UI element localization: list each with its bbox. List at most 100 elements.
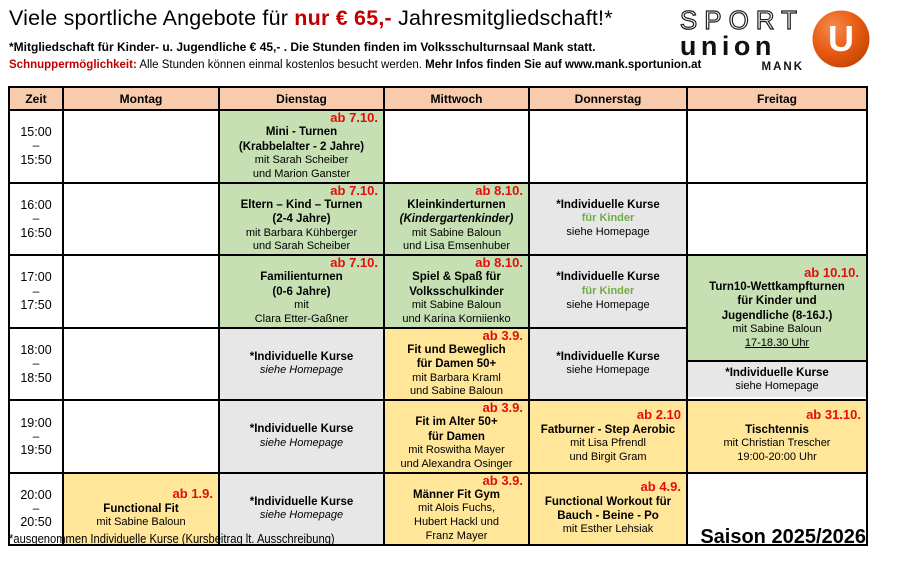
course-trainer: mit Barbara Kühberger [245,226,358,239]
individual-courses-label: *Individuelle Kurse [556,271,660,284]
note-url-text: Mehr Infos finden Sie auf www.mank.sport… [425,59,702,71]
slot-tue-1500-mini-turnen: ab 7.10. Mini - Turnen (Krabbelalter - 2… [218,109,385,184]
slot-wed-1800-fit-und-beweglich: ab 3.9. Fit und Beweglich für Damen 50+ … [383,326,530,402]
slot-tue-1800-individuelle-kurse: *Individuelle Kurse siehe Homepage [218,326,385,402]
slot-tue-1600-eltern-kind-turnen: ab 7.10. Eltern – Kind – Turnen (2-4 Jah… [218,181,385,257]
slot-thu-1700-individuelle-kurse: *Individuelle Kurse für Kinder siehe Hom… [528,254,688,329]
see-homepage-label: siehe Homepage [259,364,344,377]
time-end: 19:50 [20,443,52,458]
time-1700: 17:00 – 17:50 [8,254,64,329]
course-start-date: ab 1.9. [172,486,213,502]
course-trainer: mit Sabine Baloun [732,323,822,336]
slot-fri-individuelle-kurse: *Individuelle Kurse siehe Homepage [689,362,865,398]
time-start: 18:00 [20,342,52,357]
course-title: für Damen 50+ [416,358,497,371]
footnote: *ausgenommen Individuelle Kurse (Kursbei… [9,531,335,546]
slot-thu-1600-individuelle-kurse: *Individuelle Kurse für Kinder siehe Hom… [528,181,688,257]
note-middle: Alle Stunden können einmal kostenlos bes… [136,59,426,71]
slot-fri-1600-empty [686,181,868,257]
logo-mank-text: MANK [761,60,804,73]
course-title: Spiel & Spaß für [412,271,501,284]
time-dash: – [32,138,40,153]
slot-fri-turn10-wettkampfturnen: ab 10.10. Turn10-Wettkampfturnen für Kin… [689,257,865,363]
slot-thu-1900-fatburner-step-aerobic: ab 2.10 Fatburner - Step Aerobic mit Lis… [528,399,688,474]
slot-mon-2000-functional-fit: ab 1.9. Functional Fit mit Sabine Baloun [62,471,220,546]
time-dash: – [32,500,40,515]
course-trainer: und Sabine Baloun [410,385,503,398]
course-title: für Damen [428,430,485,443]
trial-note: Schnuppermöglichkeit: Alle Stunden könne… [9,59,701,71]
course-title: Functional Workout für [544,495,672,508]
slot-fri-2000-empty [686,471,868,546]
course-trainer: mit Christian Trescher [723,437,831,450]
time-start: 16:00 [20,197,52,212]
course-agegroup: (0-6 Jahre) [272,285,331,298]
course-title: Fit im Alter 50+ [415,416,498,429]
time-1500: 15:00 – 15:50 [8,109,64,184]
header-row: Zeit Montag Dienstag Mittwoch Donnerstag… [8,86,868,111]
slot-wed-1700-spiel-und-spass: ab 8.10. Spiel & Spaß für Volksschulkind… [383,254,530,329]
course-start-date: ab 31.10. [806,407,861,423]
time-dash: – [32,283,40,298]
course-title: Mini - Turnen [265,126,338,139]
row-1900: 19:00 – 19:50 *Individuelle Kurse siehe … [8,399,868,474]
friday-merged-wrap: ab 10.10. Turn10-Wettkampfturnen für Kin… [689,257,865,398]
see-homepage-label: siehe Homepage [259,509,344,521]
sportunion-logo: SPORT union MANK U [679,5,872,73]
row-2000: 20:00 – 20:50 ab 1.9. Functional Fit mit… [8,471,868,546]
see-homepage-label: siehe Homepage [566,298,650,311]
course-title: Kleinkinderturnen [407,198,506,211]
course-trainer: mit Sabine Baloun [411,299,502,312]
membership-subtitle: *Mitgliedschaft für Kinder- u. Jugendlic… [9,40,596,54]
time-start: 19:00 [20,415,52,430]
logo-u-letter: U [828,18,854,59]
course-trainer: und Birgit Gram [569,450,647,463]
course-start-date: ab 8.10. [475,182,523,198]
schedule-table: Zeit Montag Dienstag Mittwoch Donnerstag… [8,86,868,546]
course-trainer: Hubert Hackl und [414,516,499,529]
course-trainer: mit Sarah Scheiber [254,154,349,167]
time-dash: – [32,428,40,443]
course-title: Familienturnen [260,271,343,284]
course-start-date: ab 2.10 [636,407,681,423]
course-trainer: und Karina Korniienko [402,312,511,325]
for-kids-label: für Kinder [581,284,635,297]
course-agegroup: (2-4 Jahre) [272,213,331,226]
course-trainer: Franz Mayer [425,529,488,542]
title-price-highlight: nur € 65,- [294,6,392,30]
individual-courses-label: *Individuelle Kurse [249,495,354,508]
note-highlight: Schnuppermöglichkeit: [9,59,137,71]
union-u-icon: U [812,10,870,68]
course-agegroup: für Kinder und [737,295,817,308]
slot-tue-1700-familienturnen: ab 7.10. Familienturnen (0-6 Jahre) mit … [218,254,385,329]
slot-fri-1500-empty [686,109,868,184]
time-1800: 18:00 – 18:50 [8,326,64,402]
course-time-range: 17-18.30 Uhr [744,336,810,349]
course-trainer: und Marion Ganster [252,167,351,180]
course-agegroup: Jugendliche (8-16J.) [721,309,833,322]
see-homepage-label: siehe Homepage [735,379,819,392]
course-trainer: Clara Etter-Gaßner [254,312,349,325]
course-trainer: und Alexandra Osinger [400,457,513,470]
col-header-donnerstag: Donnerstag [528,86,688,111]
slot-fri-1900-tischtennis: ab 31.10. Tischtennis mit Christian Tres… [686,399,868,474]
season-label: Saison 2025/2026 [700,526,866,548]
course-trainer: und Sarah Scheiber [252,240,351,253]
time-dash: – [32,211,40,226]
course-title: Männer Fit Gym [413,489,500,502]
course-time-range: 19:00-20:00 Uhr [737,450,817,463]
logo-sport-text: SPORT [679,5,804,35]
course-title: Tischtennis [745,423,809,436]
title-suffix: Jahresmitgliedschaft!* [391,6,613,30]
slot-mon-1600-empty [62,181,220,257]
course-start-date: ab 8.10. [475,255,523,271]
time-2000: 20:00 – 20:50 [8,471,64,546]
logo-union-text: union [679,30,776,61]
individual-courses-label: *Individuelle Kurse [249,423,354,436]
course-title: Volksschulkinder [409,285,504,298]
time-start: 15:00 [20,125,52,140]
course-title: Eltern – Kind – Turnen [240,198,363,211]
slot-tue-2000-individuelle-kurse: *Individuelle Kurse siehe Homepage [218,471,385,546]
course-trainer: mit Esther Lehsiak [562,523,654,536]
time-dash: – [32,356,40,371]
